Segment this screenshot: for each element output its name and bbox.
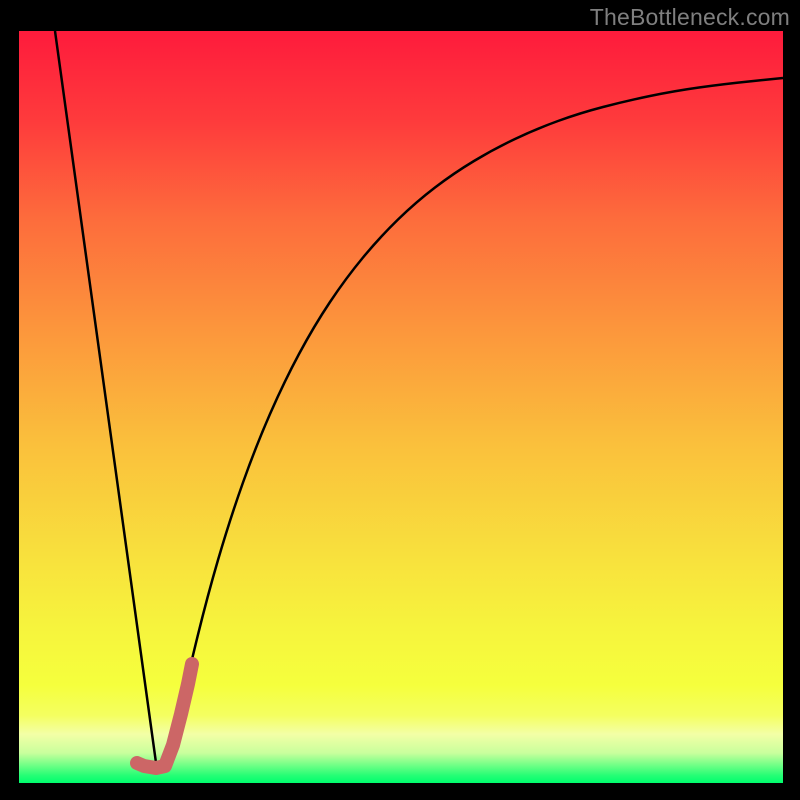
chart-container: TheBottleneck.com bbox=[0, 0, 800, 800]
watermark-text: TheBottleneck.com bbox=[590, 4, 790, 31]
curve-layer bbox=[0, 0, 800, 800]
bottleneck-curve bbox=[55, 31, 783, 771]
